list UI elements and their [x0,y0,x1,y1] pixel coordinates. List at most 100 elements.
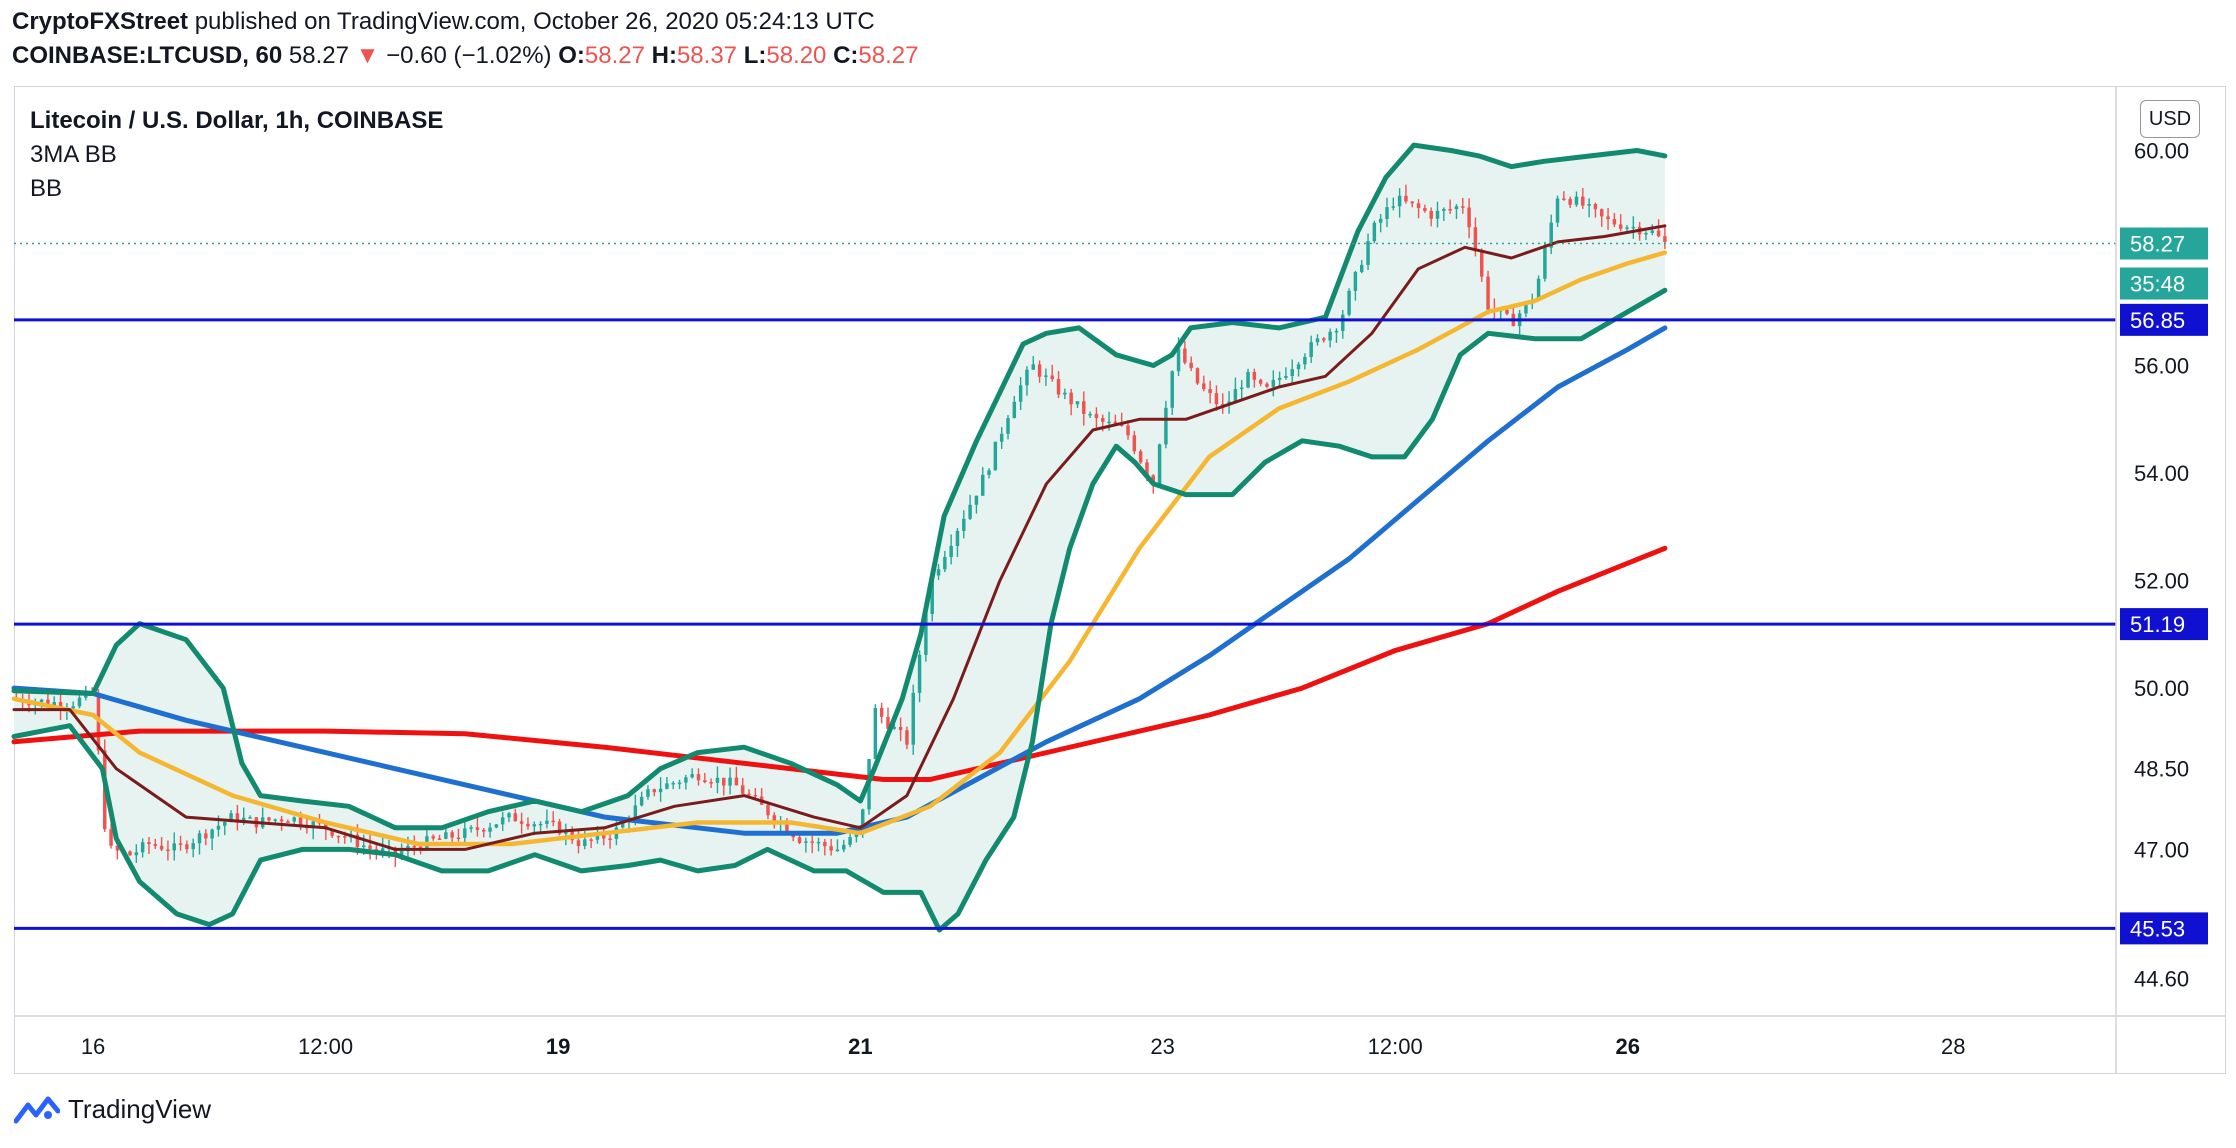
candle-body [1233,389,1238,402]
candle-body [330,829,334,836]
band-fill-area [14,145,1665,931]
candle-body [1044,375,1048,377]
candle-body [1606,216,1610,220]
candle-body [715,777,720,783]
candle-body [1265,383,1269,387]
candle-body [418,846,423,849]
candle-body [905,730,909,745]
candle-body [1486,276,1490,310]
candle-body [949,545,953,558]
candle-body [355,834,360,848]
chart-legend: Litecoin / U.S. Dollar, 1h, COINBASE 3MA… [30,104,443,206]
candle-body [1397,195,1402,207]
time-tick-label: 12:00 [1368,1034,1423,1059]
price-axis: 60.00 56.00 54.00 52.00 50.00 48.50 47.00 44.60 [2134,139,2189,992]
bollinger-lower-line [11,287,1668,933]
candle-body [1372,222,1377,242]
candle-body [1656,230,1661,237]
candle-body [488,827,492,832]
candle-body [835,849,840,852]
candle-body [519,821,524,824]
candle-body [526,823,530,827]
candle-body [665,783,669,789]
candle-body [936,569,941,576]
candle-body [1145,462,1149,476]
candle-body [1600,209,1604,217]
price-tick-label: 52.00 [2134,569,2189,594]
candle-body [52,701,56,706]
legend-indicator-3ma-bb[interactable]: 3MA BB [30,141,117,168]
bollinger-band-fill [14,145,1665,931]
candle-body [1252,372,1257,380]
candle-body [1366,241,1370,265]
candle-body [1107,421,1111,424]
footer-brand[interactable]: TradingView [14,1094,211,1125]
candle-body [589,839,593,841]
symbol-info: COINBASE:LTCUSD, 60 58.27 ▼ −0.60 (−1.02… [12,42,918,70]
publish-info: CryptoFXStreet published on TradingView.… [12,8,875,36]
candle-body [703,780,707,783]
candle-body [766,804,770,816]
time-tick-label: 19 [546,1034,570,1059]
candle-body [690,774,694,778]
candle-body [1574,196,1579,205]
published-text: published on TradingView.com, October 26… [194,8,875,35]
bollinger-upper-line [11,142,1668,831]
candle-body [1050,375,1054,380]
candle-body [1524,302,1528,314]
candle-body [677,782,682,785]
candle-body [1303,356,1307,365]
ma-slow-line [11,325,1668,836]
candle-body [993,441,998,471]
candle-body [1625,227,1629,229]
candle-body [336,835,341,838]
candle-body [924,613,928,655]
candle-body [999,433,1004,442]
high-value: 58.37 [676,42,738,69]
currency-button[interactable]: USD [2140,100,2200,138]
candle-body [955,530,960,546]
candle-body [1378,218,1383,223]
candle-body [399,851,404,856]
candle-body [109,829,113,846]
candle-body [1391,206,1396,208]
candle-body [1063,392,1067,395]
legend-title: Litecoin / U.S. Dollar, 1h, COINBASE [30,107,444,134]
candle-body [1056,379,1061,395]
candle-body [185,844,189,850]
candle-body [532,824,537,827]
candle-body [671,782,675,785]
legend-indicator-bb[interactable]: BB [30,175,63,202]
candle-body [1644,232,1648,235]
high-label: H: [651,42,677,69]
candle-body [974,495,979,505]
candle-body [248,817,252,819]
candle-body [785,822,789,833]
ma-fast-line [12,224,1667,851]
candle-body [1334,330,1339,333]
candle-body [917,654,922,693]
candle-body [1138,451,1143,463]
candle-body [722,777,726,786]
candle-body [557,821,562,834]
candle-body [602,833,606,839]
candle-body [1309,342,1313,357]
price-tick-label: 50.00 [2134,676,2189,701]
chart-frame[interactable] [14,86,2226,1074]
candle-body [639,796,644,806]
candle-body [1069,392,1073,405]
candle-body [829,846,833,851]
candle-body [46,699,50,706]
candle-body [879,707,884,717]
candle-body [608,838,612,841]
candle-body [1322,338,1326,341]
candle-body [943,557,947,570]
candle-body [898,726,903,731]
symbol-name: COINBASE:LTCUSD, 60 [12,42,283,69]
candle-body [197,833,202,844]
candle-body [456,837,461,840]
candle-body [494,824,499,828]
candle-body [273,819,278,821]
time-tick-label: 23 [1150,1034,1174,1059]
